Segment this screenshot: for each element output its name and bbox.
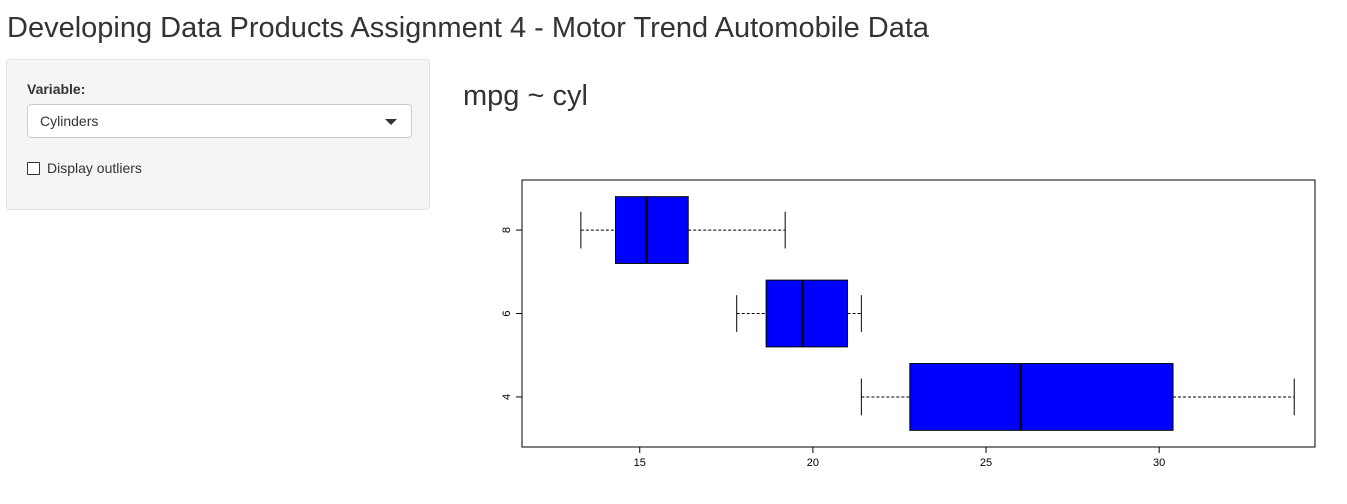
y-tick-label: 6	[501, 310, 513, 316]
box-group-6	[736, 279, 862, 348]
box-iqr	[765, 279, 849, 348]
caret-down-icon	[385, 119, 397, 125]
display-outliers-label: Display outliers	[47, 160, 142, 176]
variable-select-value: Cylinders	[40, 113, 99, 129]
box-group-4	[860, 363, 1295, 431]
box-iqr	[614, 196, 689, 264]
x-tick-label: 25	[980, 457, 992, 469]
y-tick-label: 8	[501, 227, 513, 233]
box-iqr	[909, 363, 1174, 431]
variable-label: Variable:	[27, 81, 86, 97]
x-tick-label: 15	[634, 457, 646, 469]
variable-select[interactable]: Cylinders	[27, 104, 412, 138]
page-title: Developing Data Products Assignment 4 - …	[7, 12, 930, 44]
box-group-8	[580, 196, 786, 264]
x-tick-label: 20	[807, 457, 819, 469]
boxplot-chart: 4 6 8 15 20 25 30	[501, 179, 1316, 469]
plot-title: mpg ~ cyl	[463, 80, 588, 112]
x-tick-label: 30	[1153, 457, 1165, 469]
sidebar-panel: Variable: Cylinders Display outliers	[6, 59, 430, 210]
y-tick-label: 4	[501, 394, 513, 400]
display-outliers-checkbox[interactable]	[27, 162, 40, 175]
